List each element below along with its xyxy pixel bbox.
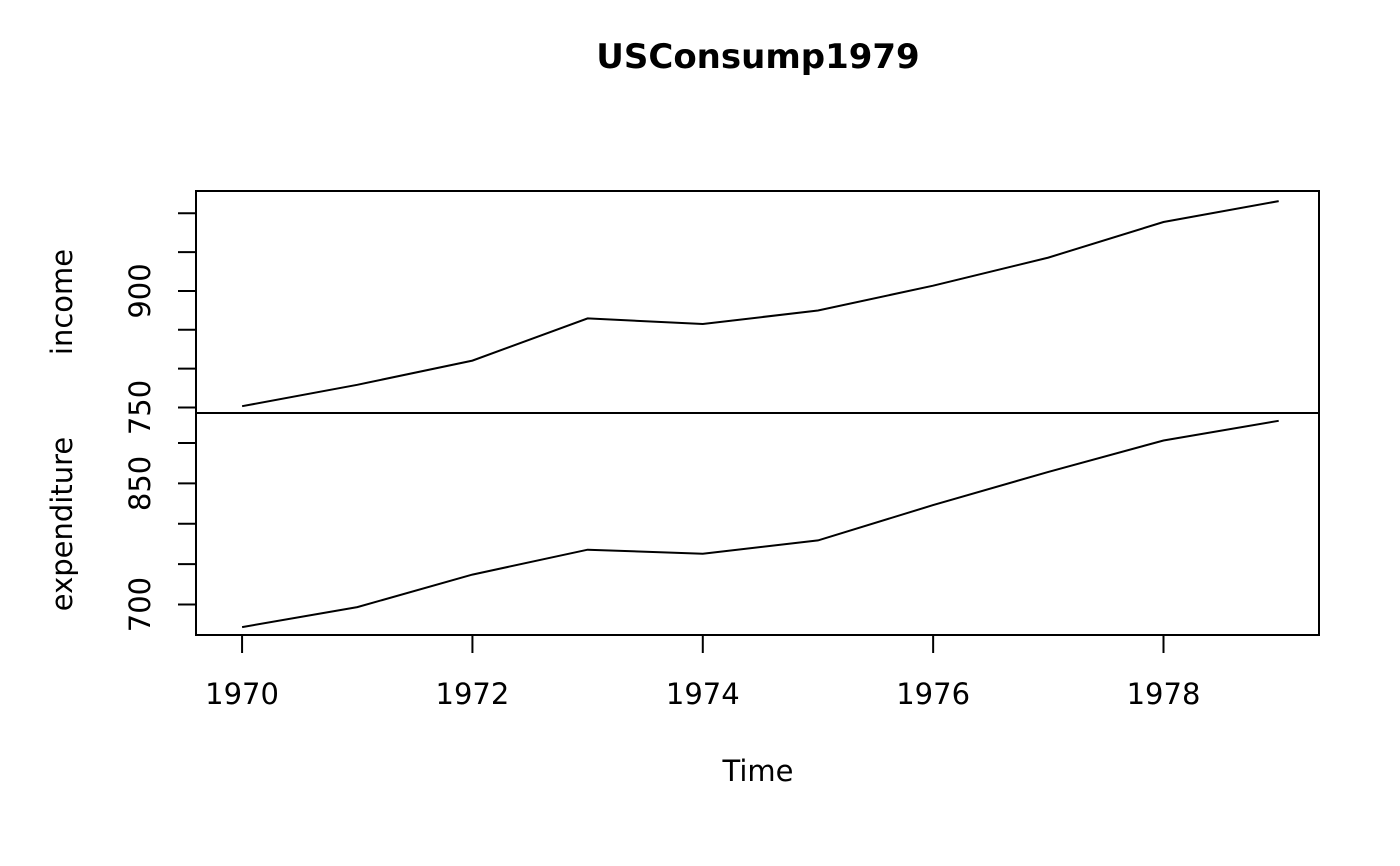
x-tick-label: 1978 bbox=[1127, 677, 1201, 711]
plot-area: 750 900 income 700 850 expenditure 1970 1972 197… bbox=[45, 190, 1320, 711]
x-tick-label: 1970 bbox=[205, 677, 279, 711]
income-panel-frame bbox=[195, 190, 1320, 414]
expenditure-panel-frame bbox=[195, 412, 1320, 636]
expenditure-series-line bbox=[241, 419, 1279, 629]
income-y-axis-label: income bbox=[45, 249, 79, 355]
chart-title: USConsump1979 bbox=[596, 37, 919, 77]
income-series-line bbox=[241, 200, 1279, 408]
expenditure-y-axis-label: expenditure bbox=[45, 437, 79, 611]
x-tick-label: 1976 bbox=[896, 677, 970, 711]
expenditure-y-tick-label: 850 bbox=[123, 456, 157, 511]
x-tick-label: 1974 bbox=[666, 677, 740, 711]
income-y-tick-label: 750 bbox=[123, 380, 157, 435]
expenditure-y-tick-label: 700 bbox=[123, 577, 157, 632]
x-tick-label: 1972 bbox=[436, 677, 510, 711]
income-y-tick-label: 900 bbox=[123, 263, 157, 318]
x-axis-label: Time bbox=[722, 754, 794, 788]
